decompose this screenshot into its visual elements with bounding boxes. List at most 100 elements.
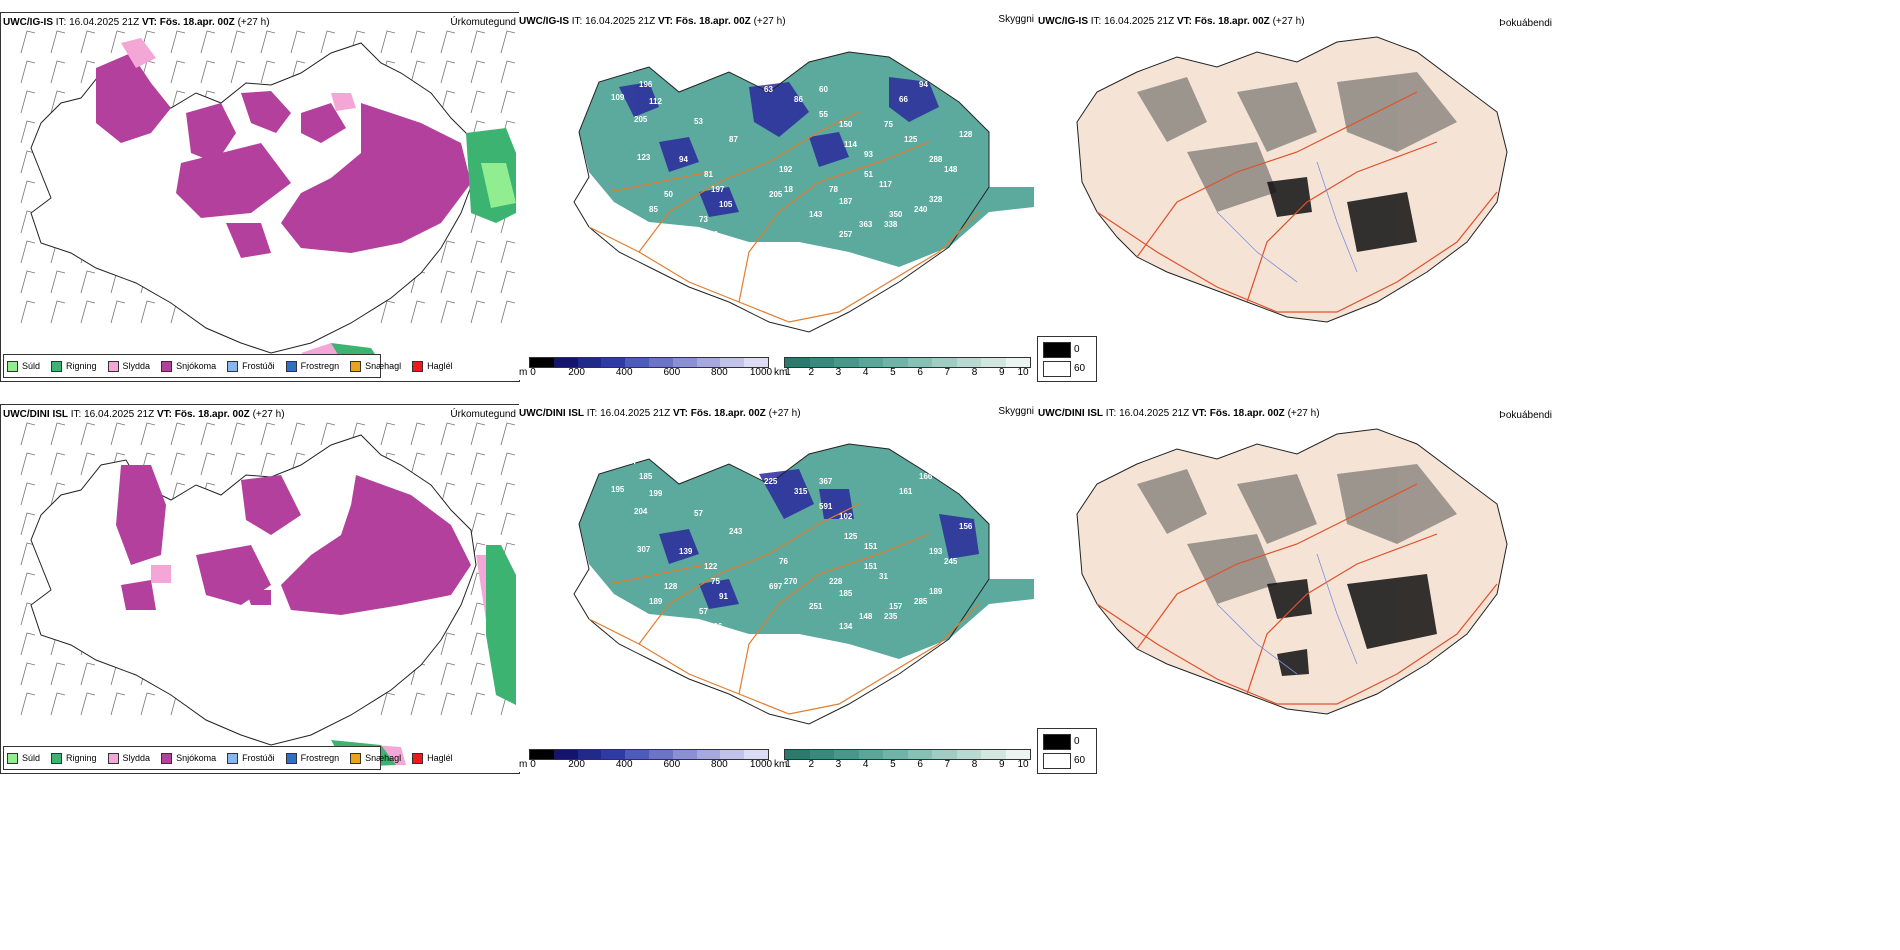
cloud-base-label: 185	[839, 589, 853, 598]
fog-key-light-label: 60	[1074, 755, 1086, 766]
model-name: UWC/IG-IS	[1038, 16, 1088, 27]
fog-key-light-label: 60	[1074, 363, 1086, 374]
wind-barb	[470, 90, 486, 114]
colorbar-tick: 8	[971, 367, 978, 378]
cloud-base-label: 51	[864, 170, 873, 179]
colorbar-tick: 1	[785, 367, 791, 378]
legend-label: Rigning	[66, 361, 97, 371]
colorbar-tick: 800	[711, 367, 728, 378]
colorbar-bin	[858, 358, 883, 367]
cloud-base-label: 94	[679, 155, 688, 164]
wind-barb	[500, 482, 516, 506]
legend-item: Rigning	[51, 360, 97, 372]
colorbar-tick: 6	[917, 367, 923, 378]
precip-panel-row1: UWC/IG-IS IT: 16.04.2025 21Z VT: Fös. 18…	[0, 12, 520, 382]
cloud-base-label: 125	[904, 135, 918, 144]
colorbar-tick: 1	[785, 759, 791, 770]
legend-item: Súld	[7, 752, 40, 764]
wind-barb	[50, 60, 66, 84]
wind-barb	[20, 632, 36, 656]
cloud-base-label: 53	[694, 117, 703, 126]
colorbar-bin	[1005, 358, 1030, 367]
colorbar-bin	[956, 358, 981, 367]
wind-barb	[500, 270, 516, 294]
wind-barb	[380, 30, 396, 54]
colorbar-tick: 4	[862, 759, 869, 770]
cloud-base-label: 76	[779, 557, 788, 566]
cloud-base-label: 93	[864, 150, 873, 159]
colorbar-bin	[858, 750, 883, 759]
fog-title: Þokuábendi	[1499, 18, 1552, 29]
wind-barb	[170, 422, 186, 446]
model-name: UWC/IG-IS	[3, 17, 53, 28]
model-name: UWC/DINI ISL	[3, 409, 68, 420]
wind-barb	[440, 452, 456, 476]
wind-barb	[80, 662, 96, 686]
cloud-base-label: 94	[919, 80, 928, 89]
cloud-base-label: 114	[844, 140, 857, 149]
cloud-base-label: 315	[794, 487, 808, 496]
teal-cloud-area	[579, 444, 1034, 659]
cloud-base-label: 189	[649, 597, 663, 606]
precip-legend: Súld Rigning Slydda Snjókoma Frostúði Frostre…	[3, 746, 453, 770]
wind-barb	[440, 240, 456, 264]
lead-time: (+27 h)	[753, 16, 786, 27]
wind-barb	[290, 422, 306, 446]
legend-label: Snjókoma	[176, 753, 217, 763]
colorbar-bin	[577, 750, 602, 759]
colorbar-tick: 9	[998, 367, 1005, 378]
cloud-base-label: 157	[889, 602, 903, 611]
it-label: IT:	[586, 408, 598, 419]
wind-barb	[170, 482, 186, 506]
it-value: 16.04.2025 21Z	[585, 16, 656, 27]
legend-item: Súld	[7, 360, 40, 372]
legend-item: Snjókoma	[161, 752, 217, 764]
colorbar-tick: 800	[711, 759, 728, 770]
fog-title: Þokuábendi	[1499, 410, 1552, 421]
colorbar-m: m 0 200 400 600 800 1000	[519, 749, 774, 771]
legend-item: Frostregn	[285, 752, 339, 764]
fog-roads	[1096, 483, 1498, 705]
cloud-base-label: 112	[649, 97, 662, 106]
cloud-base-label: 81	[704, 170, 713, 179]
wind-barb	[200, 60, 216, 84]
legend-label: Snjókoma	[176, 361, 217, 371]
legend-swatch	[161, 752, 173, 764]
legend-item: Snæhagl	[350, 360, 401, 372]
precip-panel-row2: UWC/DINI ISL IT: 16.04.2025 21Z VT: Fös.…	[0, 404, 520, 774]
wind-barb	[470, 240, 486, 264]
wind-barb	[140, 692, 156, 716]
cloud-base-label: 78	[829, 185, 838, 194]
legend-swatch	[7, 752, 18, 764]
wind-barb	[440, 60, 456, 84]
wind-barb	[50, 300, 66, 324]
it-value: 16.04.2025 21Z	[1119, 408, 1190, 419]
wind-barb	[20, 692, 36, 716]
colorbar-tick: 9	[998, 759, 1005, 770]
cloud-base-label: 31	[879, 572, 888, 581]
wind-barb	[20, 120, 36, 144]
wind-barb	[470, 452, 486, 476]
cloud-base-label: 307	[637, 545, 651, 554]
colorbar-bin	[720, 750, 745, 759]
wind-barb	[140, 300, 156, 324]
cloud-base-label: 128	[664, 582, 678, 591]
cloud-base-label: 150	[839, 120, 853, 129]
colorbar-strip	[529, 749, 769, 760]
legend-item: Frostúði	[227, 752, 275, 764]
legend-swatch	[51, 752, 63, 764]
colorbar-tick: 1000	[749, 367, 773, 378]
colorbar-tick: 1000	[749, 759, 773, 770]
legend-swatch	[350, 360, 362, 372]
wind-barb	[20, 270, 36, 294]
fog-panel-row2: Þokuábendi	[1037, 404, 1555, 726]
iceland-outline	[573, 443, 990, 725]
colorbar-bin	[601, 358, 626, 367]
fog-panel-row1: Þokuábendi	[1037, 12, 1555, 334]
cloud-base-label: 50	[664, 190, 673, 199]
cloud-base-label: 117	[879, 180, 892, 189]
wind-barb	[200, 452, 216, 476]
cloud-title: Skyggni	[998, 406, 1034, 417]
cloud-base-label: 285	[914, 597, 928, 606]
legend-label: Haglél	[427, 753, 453, 763]
